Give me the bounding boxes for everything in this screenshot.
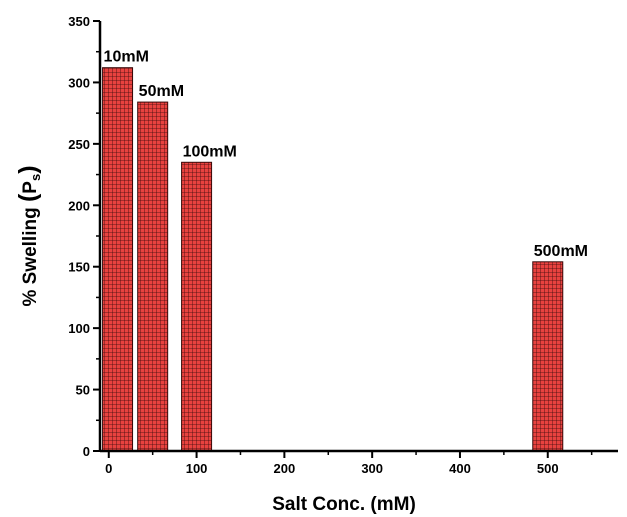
data-label-10mM: 10mM — [104, 49, 149, 66]
x-tick-label: 0 — [105, 461, 112, 476]
x-axis-title: Salt Conc. (mM) — [272, 494, 416, 515]
data-label-500mM: 500mM — [534, 243, 588, 260]
bar-10mM — [102, 67, 134, 452]
y-ticks: 0 50 100 150 200 250 300 350 — [68, 14, 100, 459]
y-tick-label: 0 — [83, 444, 90, 459]
y-tick-label: 300 — [68, 75, 90, 90]
x-tick-label: 500 — [537, 461, 559, 476]
x-tick-label: 100 — [186, 461, 208, 476]
y-axis-title-paren-close: ) — [14, 165, 42, 173]
y-axis-title-subscript: s — [28, 174, 43, 181]
bar-100mM — [181, 161, 213, 452]
y-axis-title: % Swelling (Ps) — [14, 165, 43, 306]
x-tick-label: 400 — [449, 461, 471, 476]
bar-50mM — [137, 101, 169, 452]
y-axis-title-paren-open: ( — [14, 193, 42, 202]
x-tick-label: 200 — [274, 461, 296, 476]
y-tick-label: 200 — [68, 198, 90, 213]
y-tick-label: 150 — [68, 260, 90, 275]
bars-layer — [102, 67, 564, 452]
y-tick-label: 250 — [68, 137, 90, 152]
x-tick-label: 300 — [361, 461, 383, 476]
x-ticks: 0 100 200 300 400 500 — [105, 451, 593, 476]
data-label-100mM: 100mM — [183, 143, 237, 160]
y-tick-label: 100 — [68, 321, 90, 336]
data-label-50mM: 50mM — [139, 83, 184, 100]
y-tick-label: 50 — [76, 383, 90, 398]
bar-500mM — [532, 261, 564, 452]
y-axis-title-main: % Swelling — [20, 202, 41, 307]
data-labels-layer: 10mM 50mM 100mM 500mM — [104, 49, 588, 260]
y-axis-title-symbol: P — [20, 181, 41, 194]
y-tick-label: 350 — [68, 14, 90, 29]
